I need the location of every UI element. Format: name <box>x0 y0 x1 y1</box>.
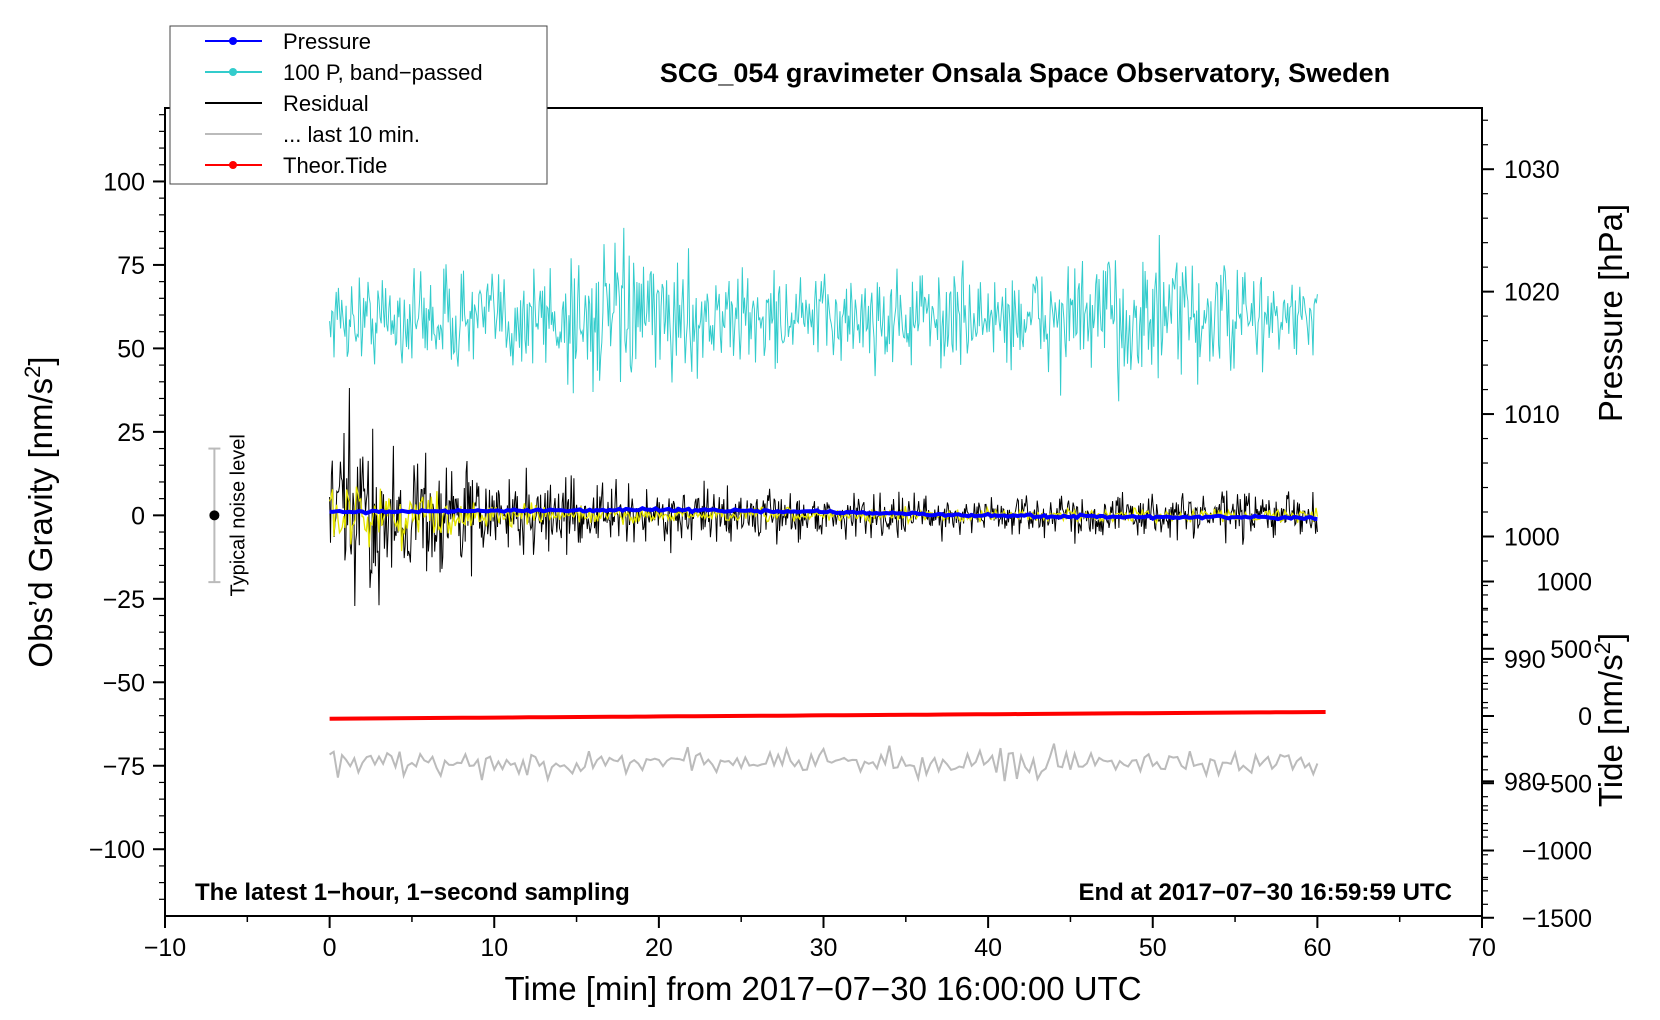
y-tick-label: 100 <box>103 168 145 196</box>
y-tick-label: 75 <box>117 252 145 280</box>
x-tick-label: 0 <box>323 934 337 962</box>
legend-box <box>169 25 548 185</box>
y-tick-label: 50 <box>117 335 145 363</box>
legend: Pressure 100 P, band−passed Residual ... la… <box>169 25 548 185</box>
gravity-axis-ticks: 100 75 50 25 0 −25 −50 −75 −100 <box>89 114 165 900</box>
chart-title: SCG_054 gravimeter Onsala Space Observat… <box>660 58 1390 88</box>
y-tick-label: −25 <box>103 586 145 614</box>
series-bandpassed-pressure <box>329 227 1318 402</box>
series-residual <box>329 387 1318 607</box>
tide-tick-label: −1000 <box>1522 838 1592 866</box>
series-pressure <box>329 505 1318 522</box>
note-end-time: End at 2017−07−30 16:59:59 UTC <box>1078 879 1452 906</box>
x-axis-label: Time [min] from 2017−07−30 16:00:00 UTC <box>504 970 1141 1007</box>
x-tick-label: 60 <box>1303 934 1331 962</box>
legend-marker <box>229 161 237 169</box>
tide-tick-label: 0 <box>1578 703 1592 731</box>
noise-bar-dot <box>209 510 220 521</box>
pressure-tick-label: 990 <box>1504 646 1546 674</box>
x-tick-label: 10 <box>480 934 508 962</box>
legend-label: Pressure <box>283 29 371 54</box>
tide-tick-label: 500 <box>1550 636 1592 664</box>
x-tick-label: 30 <box>810 934 838 962</box>
pressure-tick-label: 1020 <box>1504 279 1560 307</box>
pressure-tick-label: 1030 <box>1504 156 1560 184</box>
legend-marker <box>229 37 237 45</box>
x-axis-ticks: −10 0 10 20 30 40 50 60 70 <box>144 916 1496 962</box>
legend-label: 100 P, band−passed <box>283 60 483 85</box>
legend-label: Theor.Tide <box>283 153 387 178</box>
legend-label: Residual <box>283 91 369 116</box>
pressure-tick-label: 980 <box>1504 768 1546 796</box>
noise-bar: Typical noise level <box>208 434 249 596</box>
x-tick-label: 50 <box>1139 934 1167 962</box>
x-tick-label: 70 <box>1468 934 1496 962</box>
series-layer <box>328 227 1326 783</box>
y-axis-label-tide: Tide [nm/s2] <box>1590 633 1629 807</box>
y-tick-label: 25 <box>117 419 145 447</box>
tide-tick-label: −1500 <box>1522 905 1592 933</box>
y-tick-label: 0 <box>131 502 145 530</box>
legend-label: ... last 10 min. <box>283 122 420 147</box>
tide-axis-ticks: 1000 500 0 −500 −1000 −1500 <box>1482 569 1592 933</box>
series-last-10-min <box>329 743 1319 783</box>
noise-bar-label: Typical noise level <box>227 434 249 596</box>
note-sampling: The latest 1−hour, 1−second sampling <box>195 879 630 906</box>
x-tick-label: −10 <box>144 934 186 962</box>
x-tick-label: 20 <box>645 934 673 962</box>
y-tick-label: −75 <box>103 753 145 781</box>
y-axis-label-pressure: Pressure [hPa] <box>1592 204 1629 422</box>
y-tick-label: −50 <box>103 669 145 697</box>
pressure-axis-ticks: 1030 1020 1010 1000 990 980 <box>1482 119 1560 880</box>
y-tick-label: −100 <box>89 836 145 864</box>
legend-marker <box>229 68 237 76</box>
y-axis-label-gravity: Obs’d Gravity [nm/s2] <box>20 356 59 667</box>
x-tick-label: 40 <box>974 934 1002 962</box>
tide-tick-label: 1000 <box>1536 569 1592 597</box>
pressure-tick-label: 1010 <box>1504 401 1560 429</box>
tide-tick-label: −500 <box>1536 770 1592 798</box>
pressure-tick-label: 1000 <box>1504 523 1560 551</box>
series-theoretical-tide <box>329 710 1326 721</box>
